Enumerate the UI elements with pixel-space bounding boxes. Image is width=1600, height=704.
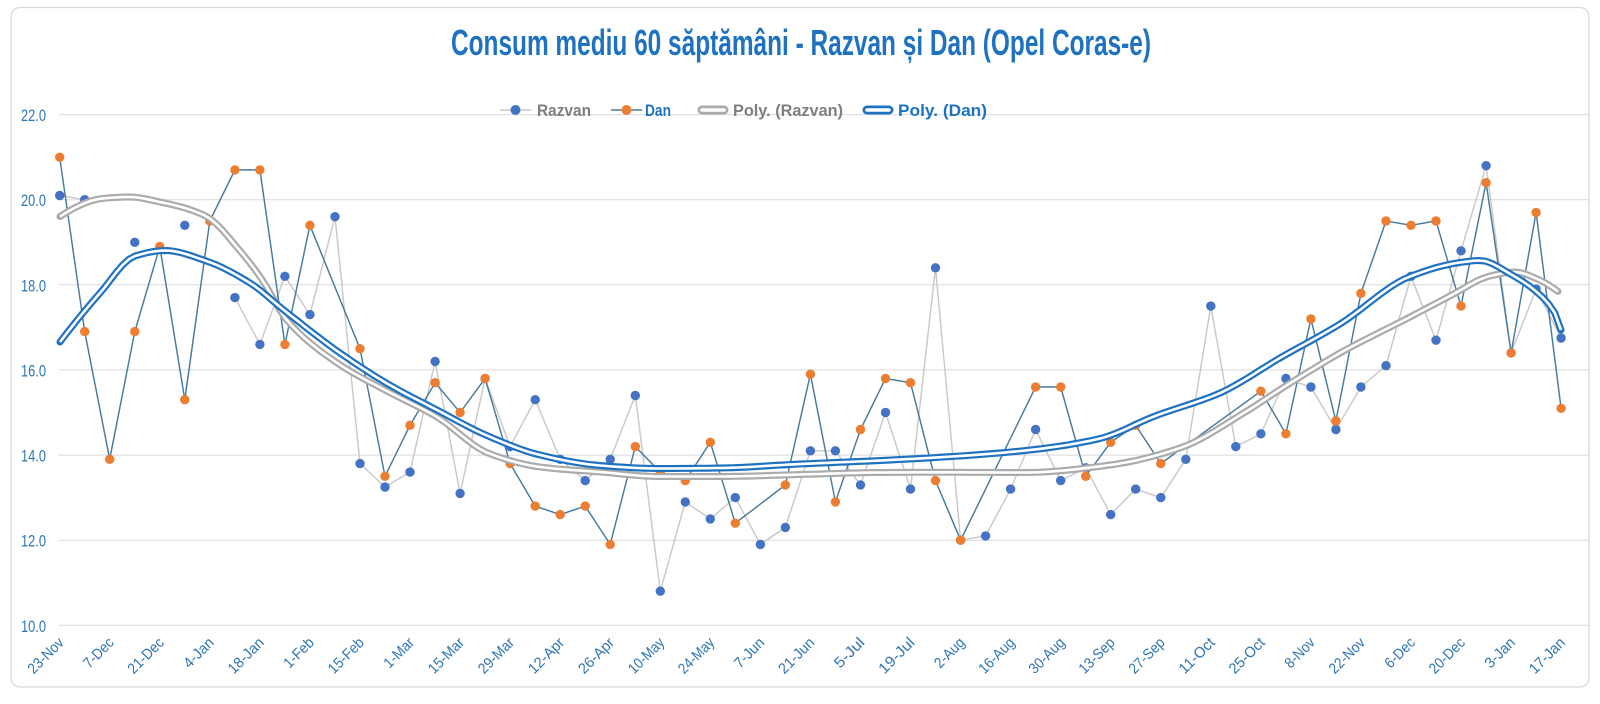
svg-text:Razvan: Razvan: [537, 101, 591, 120]
svg-text:12.0: 12.0: [21, 532, 46, 551]
svg-text:20.0: 20.0: [21, 191, 46, 210]
svg-text:Poly. (Dan): Poly. (Dan): [898, 101, 987, 120]
svg-text:Dan: Dan: [645, 101, 671, 120]
svg-text:22.0: 22.0: [21, 106, 46, 125]
svg-text:10.0: 10.0: [21, 617, 46, 636]
svg-text:14.0: 14.0: [21, 447, 46, 466]
svg-text:Consum mediu 60 săptămâni - Ra: Consum mediu 60 săptămâni - Razvan și Da…: [451, 22, 1151, 63]
svg-text:18.0: 18.0: [21, 276, 46, 295]
svg-text:Poly. (Razvan): Poly. (Razvan): [733, 101, 843, 120]
svg-text:16.0: 16.0: [21, 361, 46, 380]
